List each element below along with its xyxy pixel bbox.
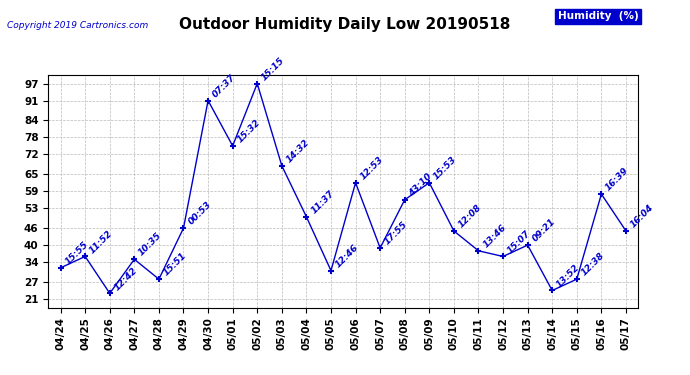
Text: 12:42: 12:42 xyxy=(112,266,139,292)
Text: 12:08: 12:08 xyxy=(457,203,483,229)
Text: 17:55: 17:55 xyxy=(383,220,410,247)
Text: 12:46: 12:46 xyxy=(334,243,360,269)
Text: 16:39: 16:39 xyxy=(604,166,631,193)
Text: 15:51: 15:51 xyxy=(161,251,188,278)
Text: 13:46: 13:46 xyxy=(481,223,508,249)
Text: 11:52: 11:52 xyxy=(88,228,115,255)
Text: 09:21: 09:21 xyxy=(531,217,557,244)
Text: 15:53: 15:53 xyxy=(432,155,459,182)
Text: 12:38: 12:38 xyxy=(580,251,607,278)
Text: 12:53: 12:53 xyxy=(358,155,385,182)
Text: Humidity  (%): Humidity (%) xyxy=(558,11,638,21)
Text: 14:32: 14:32 xyxy=(284,138,311,164)
Text: 13:52: 13:52 xyxy=(555,262,582,289)
Text: 15:55: 15:55 xyxy=(63,240,90,266)
Text: 07:37: 07:37 xyxy=(211,72,237,99)
Text: 16:04: 16:04 xyxy=(629,203,656,229)
Text: 00:53: 00:53 xyxy=(186,200,213,227)
Text: 10:35: 10:35 xyxy=(137,231,164,258)
Text: 15:15: 15:15 xyxy=(260,56,286,82)
Text: Copyright 2019 Cartronics.com: Copyright 2019 Cartronics.com xyxy=(7,21,148,30)
Text: 15:32: 15:32 xyxy=(235,118,262,144)
Text: 15:07: 15:07 xyxy=(506,228,533,255)
Text: 43:10: 43:10 xyxy=(408,172,434,198)
Text: 11:37: 11:37 xyxy=(309,189,336,215)
Text: Outdoor Humidity Daily Low 20190518: Outdoor Humidity Daily Low 20190518 xyxy=(179,17,511,32)
